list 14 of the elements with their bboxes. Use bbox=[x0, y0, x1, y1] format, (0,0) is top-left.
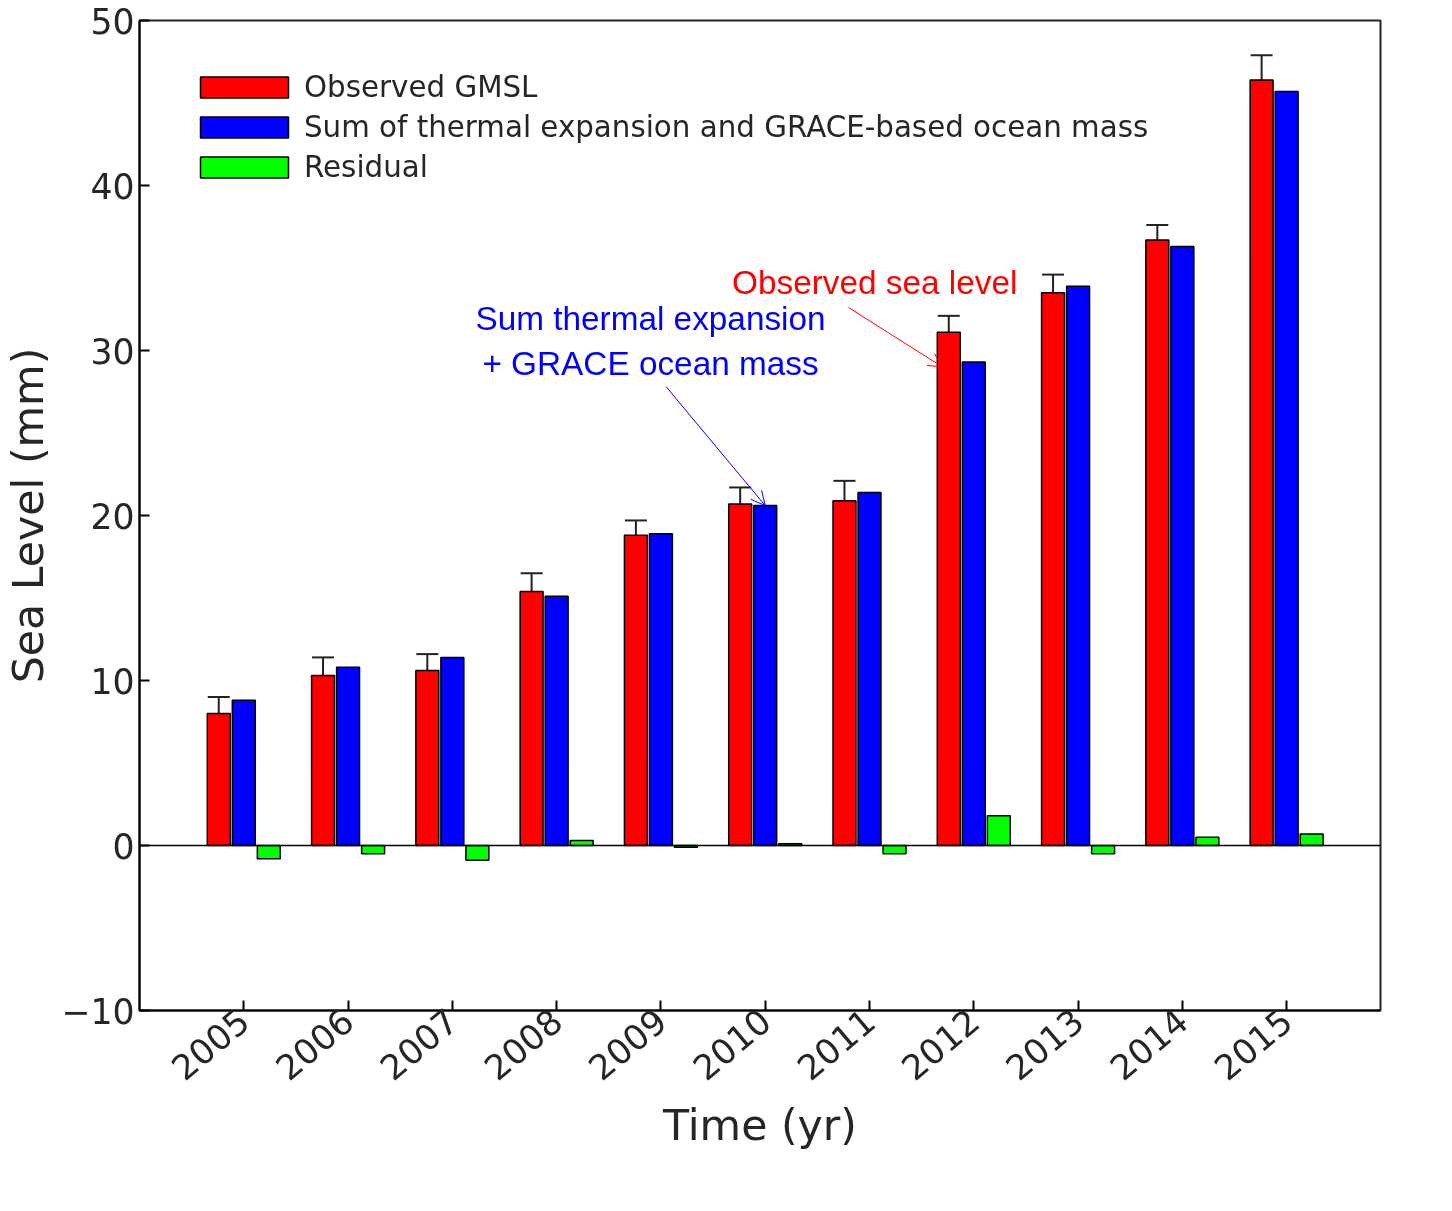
legend-label: Observed GMSL bbox=[304, 70, 538, 104]
y-tick-label: 20 bbox=[90, 496, 135, 537]
y-tick-label: 50 bbox=[90, 1, 135, 42]
y-tick-label: 40 bbox=[90, 166, 135, 207]
y-tick-label: 30 bbox=[90, 331, 135, 372]
annotation: Sum thermal expansion + GRACE ocean mass bbox=[475, 300, 826, 382]
legend-label: Residual bbox=[304, 150, 428, 184]
y-tick-label: 0 bbox=[112, 826, 135, 867]
legend-label: Sum of thermal expansion and GRACE-based ocean mass bbox=[304, 110, 1149, 144]
annotation: Observed sea level bbox=[732, 264, 1018, 301]
x-axis-title: Time (yr) bbox=[661, 1100, 858, 1151]
y-tick-label: 10 bbox=[90, 661, 135, 702]
y-tick-label: −10 bbox=[61, 991, 135, 1032]
y-axis-title: Sea Level (mm) bbox=[3, 347, 54, 684]
